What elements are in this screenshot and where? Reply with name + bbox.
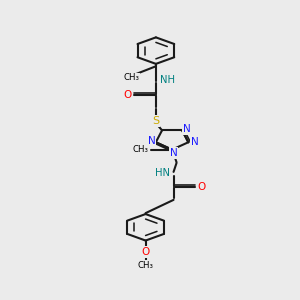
Text: N: N [183, 124, 191, 134]
Text: HN: HN [155, 168, 170, 178]
Text: N: N [191, 137, 199, 147]
Text: O: O [123, 90, 131, 100]
Text: O: O [197, 182, 206, 192]
Text: N: N [170, 148, 177, 158]
Text: CH₃: CH₃ [133, 145, 149, 154]
Text: CH₃: CH₃ [124, 74, 140, 82]
Text: NH: NH [160, 75, 175, 85]
Text: O: O [142, 247, 150, 257]
Text: S: S [152, 116, 160, 126]
Text: N: N [148, 136, 155, 146]
Text: CH₃: CH₃ [138, 261, 154, 270]
